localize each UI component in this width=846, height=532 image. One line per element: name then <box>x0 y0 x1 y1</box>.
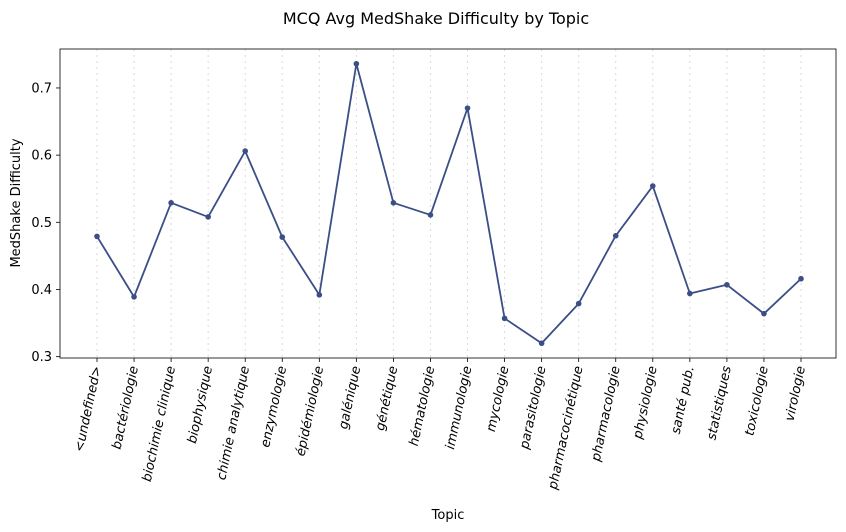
x-tick-label: biophysique <box>185 365 216 445</box>
data-point <box>205 214 211 220</box>
data-point <box>316 292 323 298</box>
chart-title: MCQ Avg MedShake Difficulty by Topic <box>283 9 589 28</box>
x-tick-label: pharmacocinétique <box>546 365 587 492</box>
x-tick-label: pharmacologie <box>589 365 624 464</box>
x-axis-label: Topic <box>431 508 465 523</box>
x-tick-label: chimie analytique <box>214 365 253 482</box>
y-tick-label: 0.7 <box>31 81 52 96</box>
data-point <box>279 234 286 240</box>
x-tick-label: <undefined> <box>72 365 105 454</box>
data-point <box>724 281 730 288</box>
y-tick-label: 0.4 <box>31 283 52 298</box>
data-point <box>242 148 249 154</box>
series-line <box>96 62 802 345</box>
data-point <box>464 105 471 111</box>
y-axis-label: MedShake Difficulty <box>9 138 24 267</box>
data-point <box>687 290 693 297</box>
x-tick-label: épidémiologie <box>293 365 327 458</box>
data-point <box>612 232 619 239</box>
data-point <box>649 183 656 189</box>
y-axis: 0.3 0.4 0.5 0.6 0.7 <box>31 81 60 365</box>
data-point <box>427 212 434 218</box>
x-tick-label: galénique <box>336 365 364 431</box>
plot-frame <box>59 48 837 359</box>
x-tick-label: toxicologie <box>742 365 771 437</box>
data-point <box>575 300 582 307</box>
series-layer <box>94 60 804 347</box>
x-tick-label: virologie <box>783 365 809 423</box>
x-tick-label: biochimie clinique <box>140 365 179 483</box>
x-tick-label: statistiques <box>704 364 734 441</box>
data-point <box>501 315 508 322</box>
x-tick-label: enzymologie <box>258 365 290 449</box>
data-point <box>761 310 767 317</box>
x-tick-label: physiologie <box>630 365 660 441</box>
data-point <box>168 200 174 206</box>
data-point <box>538 340 545 347</box>
x-tick-label: mycologie <box>484 365 513 434</box>
x-tick-label: hématologie <box>407 365 439 448</box>
x-tick-label: immunologie <box>443 365 475 451</box>
grid-layer <box>96 49 802 358</box>
y-tick-label: 0.5 <box>31 216 52 231</box>
x-tick-label: santé pub. <box>669 365 698 436</box>
data-point <box>94 233 100 240</box>
y-tick-label: 0.3 <box>31 350 52 365</box>
data-point <box>131 294 137 300</box>
x-tick-label: bactériologie <box>110 365 142 451</box>
x-tick-label: parasitologie <box>517 365 549 452</box>
data-point <box>353 60 360 67</box>
data-point <box>798 275 804 282</box>
data-point <box>390 200 397 206</box>
y-tick-label: 0.6 <box>31 149 52 164</box>
x-tick-label: génétique <box>373 365 401 432</box>
